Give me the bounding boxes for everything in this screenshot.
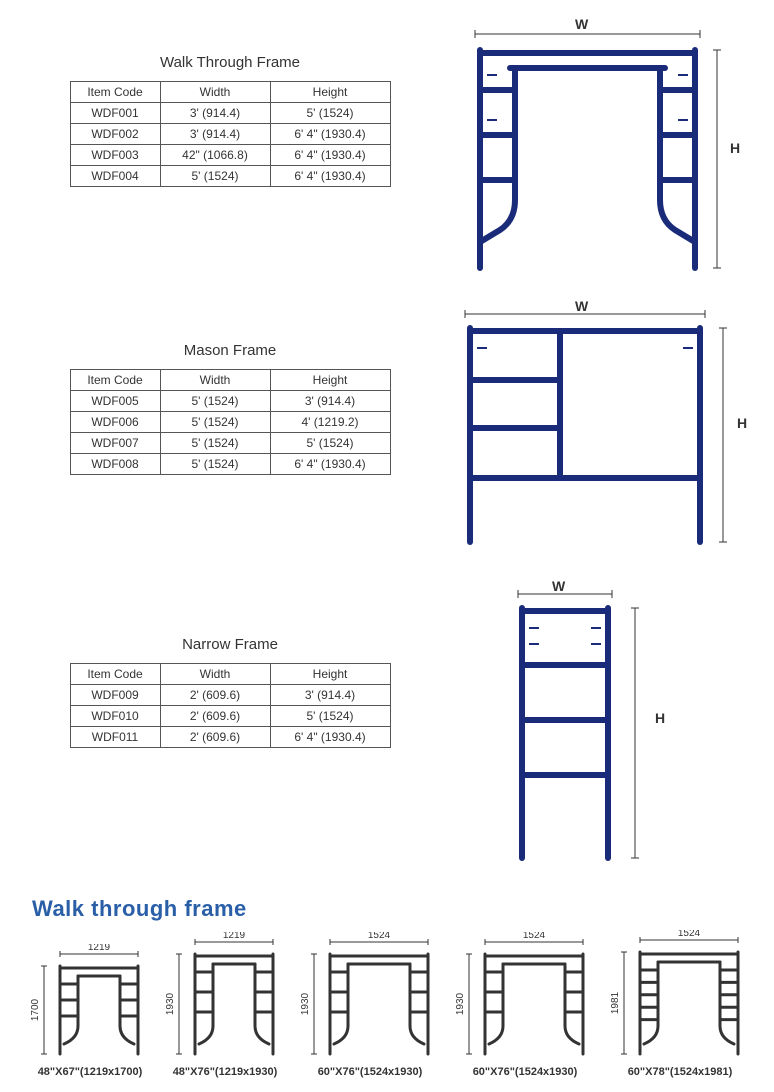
- table-header-row: Item Code Width Height: [70, 82, 390, 103]
- svg-text:1219: 1219: [88, 944, 111, 953]
- svg-text:1981: 1981: [610, 991, 621, 1014]
- mason-table: Mason Frame Item Code Width Height WDF00…: [40, 342, 420, 475]
- table-row: WDF0055' (1524)3' (914.4): [70, 391, 390, 412]
- table-header-row: Item Code Width Height: [70, 370, 390, 391]
- variant-label: 60"X78"(1524x1981): [610, 1066, 750, 1078]
- table-row: WDF00342" (1066.8)6' 4" (1930.4): [70, 145, 390, 166]
- table-header-row: Item Code Width Height: [70, 664, 390, 685]
- walk-through-variant: 1219 1700 48"X67"(1219x1700): [30, 944, 150, 1078]
- svg-text:1700: 1700: [30, 998, 41, 1021]
- table-row: WDF0112' (609.6)6' 4" (1930.4): [70, 727, 390, 748]
- svg-text:1524: 1524: [368, 932, 391, 941]
- svg-text:1930: 1930: [300, 992, 311, 1015]
- table-title: Narrow Frame: [40, 636, 420, 653]
- table-row: WDF0075' (1524)5' (1524): [70, 433, 390, 454]
- svg-text:1930: 1930: [455, 992, 466, 1015]
- svg-text:1524: 1524: [678, 930, 701, 939]
- bottom-variants-row: 1219 1700 48"X67"(1219x1700) 1219 1930 4…: [30, 930, 750, 1078]
- table-row: WDF0085' (1524)6' 4" (1930.4): [70, 454, 390, 475]
- spec-table: Item Code Width Height WDF0092' (609.6)3…: [70, 663, 391, 748]
- svg-text:1219: 1219: [223, 932, 246, 941]
- variant-label: 60"X76"(1524x1930): [300, 1066, 440, 1078]
- variant-label: 60"X76"(1524x1930): [455, 1066, 595, 1078]
- table-row: WDF0102' (609.6)5' (1524): [70, 706, 390, 727]
- spec-table: Item Code Width Height WDF0013' (914.4)5…: [70, 81, 391, 187]
- walk-through-table: Walk Through Frame Item Code Width Heigh…: [40, 54, 420, 187]
- table-title: Mason Frame: [40, 342, 420, 359]
- mason-diagram: W H: [445, 300, 755, 555]
- variant-label: 48"X67"(1219x1700): [30, 1066, 150, 1078]
- walk-through-diagram: W H: [455, 20, 745, 280]
- walk-through-variant: 1524 1930 60"X76"(1524x1930): [300, 932, 440, 1078]
- table-row: WDF0092' (609.6)3' (914.4): [70, 685, 390, 706]
- spec-table: Item Code Width Height WDF0055' (1524)3'…: [70, 369, 391, 475]
- walk-through-variant: 1524 1981 60"X78"(1524x1981): [610, 930, 750, 1078]
- table-row: WDF0045' (1524)6' 4" (1930.4): [70, 166, 390, 187]
- table-title: Walk Through Frame: [40, 54, 420, 71]
- walk-through-variant: 1524 1930 60"X76"(1524x1930): [455, 932, 595, 1078]
- svg-text:1524: 1524: [523, 932, 546, 941]
- bottom-section-title: Walk through frame: [32, 896, 247, 922]
- narrow-diagram: W H: [500, 580, 680, 870]
- variant-label: 48"X76"(1219x1930): [165, 1066, 285, 1078]
- table-row: WDF0013' (914.4)5' (1524): [70, 103, 390, 124]
- table-row: WDF0023' (914.4)6' 4" (1930.4): [70, 124, 390, 145]
- svg-text:1930: 1930: [165, 992, 176, 1015]
- walk-through-variant: 1219 1930 48"X76"(1219x1930): [165, 932, 285, 1078]
- table-row: WDF0065' (1524)4' (1219.2): [70, 412, 390, 433]
- narrow-table: Narrow Frame Item Code Width Height WDF0…: [40, 636, 420, 748]
